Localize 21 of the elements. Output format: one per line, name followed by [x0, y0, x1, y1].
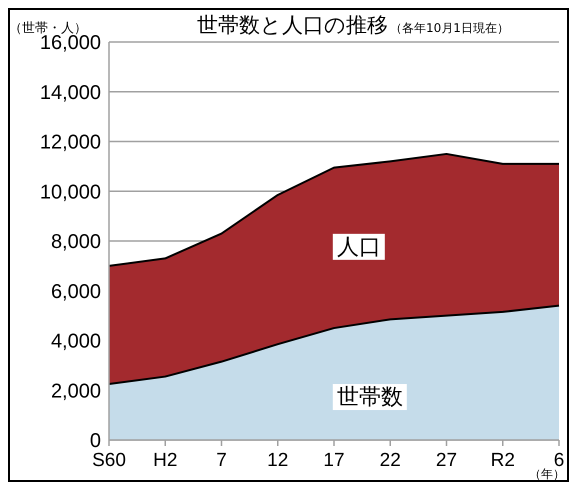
- series-label: 人口: [336, 234, 381, 260]
- x-tick-label: R2: [490, 450, 515, 471]
- x-tick-label: 12: [267, 450, 288, 471]
- y-tick-label: 2,000: [50, 380, 101, 402]
- y-tick-label: 12,000: [40, 132, 101, 154]
- y-tick-label: 14,000: [40, 82, 101, 104]
- x-tick-label: 17: [323, 450, 345, 471]
- x-tick-label: S60: [92, 450, 126, 471]
- y-tick-label: 10,000: [40, 181, 101, 204]
- chart-title: 世帯数と人口の推移: [197, 13, 388, 37]
- y-tick-label: 8,000: [50, 231, 101, 253]
- x-tick-label: 7: [216, 450, 227, 471]
- y-tick-label: 4,000: [50, 330, 101, 352]
- x-tick-label: H2: [153, 450, 178, 471]
- y-tick-label: 6,000: [50, 280, 101, 303]
- series-label: 世帯数: [336, 385, 403, 410]
- x-tick-label: 27: [436, 450, 458, 471]
- chart-subtitle: （各年10月1日現在）: [390, 21, 509, 35]
- x-tick-label: 22: [380, 450, 401, 471]
- y-tick-label: 0: [90, 430, 101, 452]
- y-axis-title: （世帯・人）: [9, 21, 87, 36]
